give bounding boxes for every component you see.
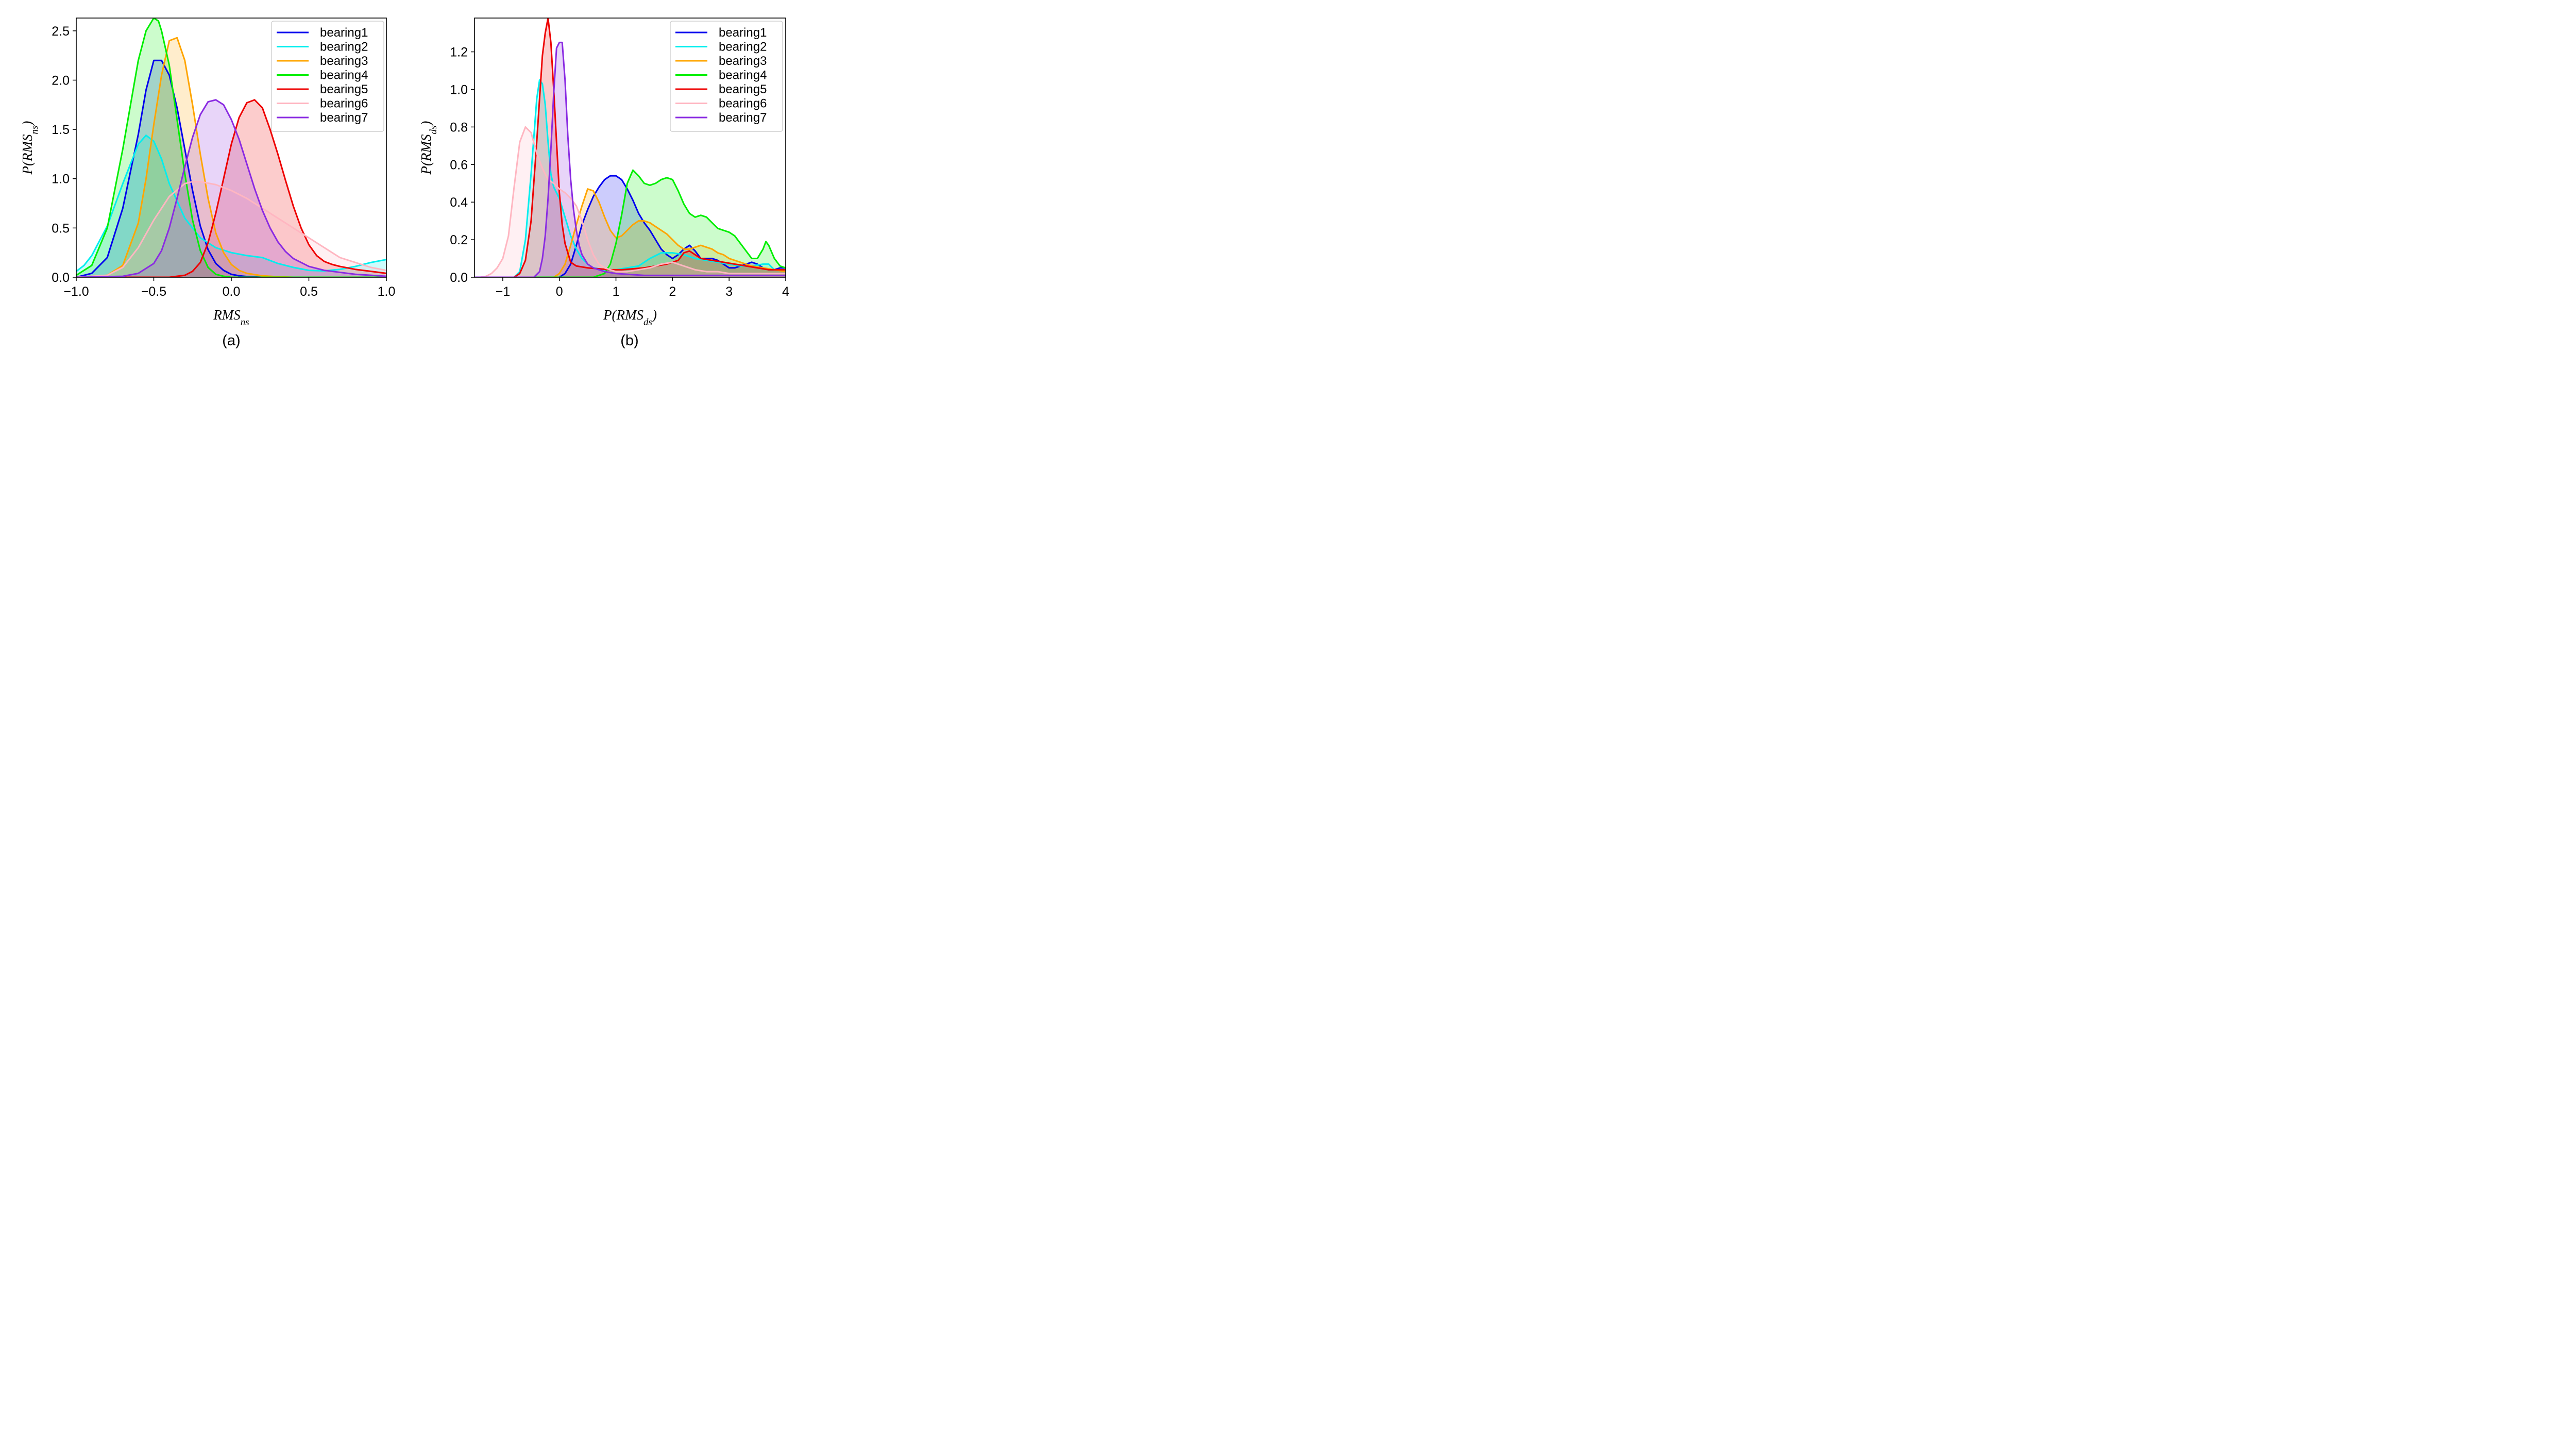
series-line-bearing6 — [76, 180, 386, 277]
series-line-bearing5 — [76, 99, 386, 277]
y-tick-label: 0.4 — [450, 195, 468, 210]
series-fill-bearing5 — [474, 18, 786, 277]
plot-area — [76, 18, 386, 277]
series-line-bearing7 — [76, 99, 386, 277]
legend-label-bearing3: bearing3 — [320, 54, 368, 68]
x-tick-label: 0.0 — [223, 284, 241, 299]
y-axis-label: P(RMSns) — [20, 121, 40, 175]
series-fill-bearing4 — [76, 18, 386, 277]
legend-label-bearing5: bearing5 — [719, 82, 767, 96]
y-tick-label: 1.2 — [450, 45, 468, 60]
x-tick-label: 1.0 — [378, 284, 396, 299]
series-line-bearing7 — [474, 41, 786, 277]
series-fill-bearing3 — [474, 189, 786, 277]
x-tick-label: −1 — [496, 284, 511, 299]
axes-frame — [474, 18, 786, 278]
y-tick-label: 0.0 — [450, 271, 468, 285]
x-tick-label: −0.5 — [141, 284, 166, 299]
x-axis-label: P(RMSds) — [603, 307, 657, 328]
legend: bearing1bearing2bearing3bearing4bearing5… — [670, 21, 783, 132]
y-tick-label: 0.5 — [52, 221, 70, 236]
series-fill-bearing5 — [76, 99, 386, 277]
legend-label-bearing5: bearing5 — [320, 82, 368, 96]
series-fill-bearing2 — [474, 80, 786, 277]
legend-label-bearing7: bearing7 — [320, 111, 368, 125]
series-line-bearing6 — [474, 126, 786, 277]
legend-label-bearing1: bearing1 — [320, 26, 368, 40]
y-tick-label: 0.2 — [450, 233, 468, 247]
legend-label-bearing3: bearing3 — [719, 54, 767, 68]
panel-b: −1 0 1 2 3 4 0.0 0.2 0.4 0.6 0.8 1.0 1.2 P(RMSds) P(RM… — [418, 18, 789, 349]
x-tick-label: −1.0 — [63, 284, 89, 299]
panel-a: −1.0 −0.5 0.0 0.5 1.0 0.0 0.5 1.0 1.5 2.0 2.5 RMSns… — [20, 18, 395, 349]
x-tick-label: 4 — [782, 284, 789, 299]
x-tick-label: 2 — [669, 284, 676, 299]
x-tick-label: 0 — [556, 284, 563, 299]
x-tick-label: 1 — [613, 284, 620, 299]
y-tick-label: 0.6 — [450, 158, 468, 172]
y-tick-label: 1.0 — [52, 172, 70, 187]
legend: bearing1bearing2bearing3bearing4bearing5… — [271, 21, 384, 132]
legend-label-bearing4: bearing4 — [320, 69, 368, 82]
y-tick-label: 0.8 — [450, 120, 468, 135]
series-fill-bearing1 — [76, 60, 386, 277]
panel-caption: (b) — [620, 332, 638, 349]
series-fill-bearing6 — [474, 127, 786, 277]
y-tick-label: 0.0 — [52, 271, 70, 285]
figure: −1.0 −0.5 0.0 0.5 1.0 0.0 0.5 1.0 1.5 2.0 2.5 RMSns… — [20, 18, 789, 349]
legend-label-bearing6: bearing6 — [719, 97, 767, 111]
x-tick-label: 0.5 — [300, 284, 318, 299]
series-fill-bearing2 — [76, 135, 386, 277]
y-tick-label: 1.0 — [450, 83, 468, 97]
series-fill-bearing4 — [474, 170, 786, 277]
y-tick-label: 2.5 — [52, 24, 70, 39]
legend-label-bearing1: bearing1 — [719, 26, 767, 40]
series-line-bearing4 — [76, 18, 386, 277]
legend-label-bearing2: bearing2 — [719, 40, 767, 54]
x-axis-label: RMSns — [213, 307, 249, 328]
y-axis-label: P(RMSds) — [418, 121, 439, 175]
series-line-bearing4 — [474, 169, 786, 277]
series-fill-bearing6 — [76, 181, 386, 277]
legend-label-bearing7: bearing7 — [719, 111, 767, 125]
panel-caption: (a) — [222, 332, 240, 349]
series-fill-bearing7 — [474, 42, 786, 277]
legend-label-bearing4: bearing4 — [719, 69, 767, 82]
series-fill-bearing3 — [76, 38, 386, 277]
y-tick-label: 1.5 — [52, 123, 70, 137]
y-tick-label: 2.0 — [52, 73, 70, 88]
legend-label-bearing6: bearing6 — [320, 97, 368, 111]
series-line-bearing3 — [474, 188, 786, 277]
x-tick-label: 3 — [725, 284, 733, 299]
series-line-bearing1 — [76, 59, 386, 277]
plot-area — [474, 18, 786, 277]
legend-label-bearing2: bearing2 — [320, 40, 368, 54]
series-fill-bearing7 — [76, 99, 386, 277]
series-line-bearing3 — [76, 37, 386, 277]
